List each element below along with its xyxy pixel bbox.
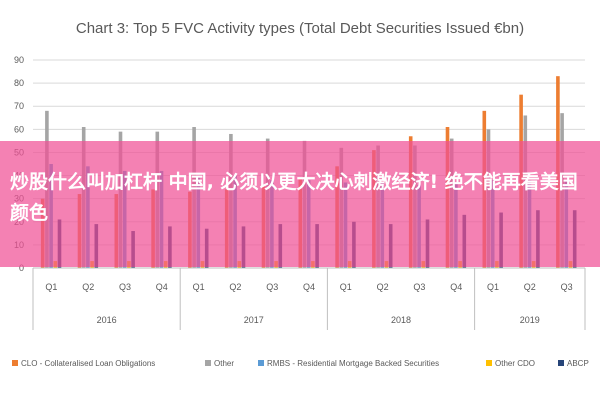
y-tick-label: 70	[14, 101, 24, 111]
x-tick-label: Q4	[450, 282, 462, 292]
x-tick-label: Q1	[45, 282, 57, 292]
x-axis: Q1 Q2 Q3 Q4 Q1 Q2 Q3 Q4 Q1 Q2 Q3 Q4 Q1 Q2 Q3 2016 2017 20…	[32, 267, 586, 330]
x-tick-label: Q2	[82, 282, 94, 292]
y-tick-label: 0	[19, 263, 24, 273]
x-tick-label: Q1	[340, 282, 352, 292]
year-label: 2018	[391, 315, 411, 325]
legend: CLO - Collateralised Loan Obligations Oth…	[12, 359, 589, 368]
legend-swatch	[558, 360, 564, 366]
year-label: 2016	[97, 315, 117, 325]
x-tick-label: Q1	[487, 282, 499, 292]
x-tick-label: Q3	[266, 282, 278, 292]
x-tick-label: Q1	[193, 282, 205, 292]
year-label: 2017	[244, 315, 264, 325]
y-tick-label: 90	[14, 55, 24, 65]
legend-swatch	[12, 360, 18, 366]
legend-label: RMBS - Residential Mortgage Backed Secur…	[267, 359, 439, 368]
legend-swatch	[486, 360, 492, 366]
overlay-text: 炒股什么叫加杠杆 中国, 必须以更大决心刺激经济! 绝不能再看美国颜色	[10, 171, 578, 224]
x-tick-label: Q4	[303, 282, 315, 292]
x-tick-label: Q2	[377, 282, 389, 292]
legend-swatch	[258, 360, 264, 366]
legend-swatch	[205, 360, 211, 366]
x-tick-label: Q3	[561, 282, 573, 292]
x-tick-label: Q4	[156, 282, 168, 292]
legend-label: Other CDO	[495, 359, 535, 368]
year-label: 2019	[520, 315, 540, 325]
overlay-banner[interactable]: 炒股什么叫加杠杆 中国, 必须以更大决心刺激经济! 绝不能再看美国颜色	[0, 141, 600, 267]
x-tick-label: Q2	[229, 282, 241, 292]
x-tick-label: Q2	[524, 282, 536, 292]
legend-label: Other	[214, 359, 234, 368]
y-tick-label: 60	[14, 124, 24, 134]
x-tick-label: Q3	[119, 282, 131, 292]
legend-label: ABCP	[567, 359, 589, 368]
legend-label: CLO - Collateralised Loan Obligations	[21, 359, 155, 368]
chart-title: Chart 3: Top 5 FVC Activity types (Total…	[76, 20, 524, 37]
x-tick-label: Q3	[413, 282, 425, 292]
y-tick-label: 80	[14, 78, 24, 88]
